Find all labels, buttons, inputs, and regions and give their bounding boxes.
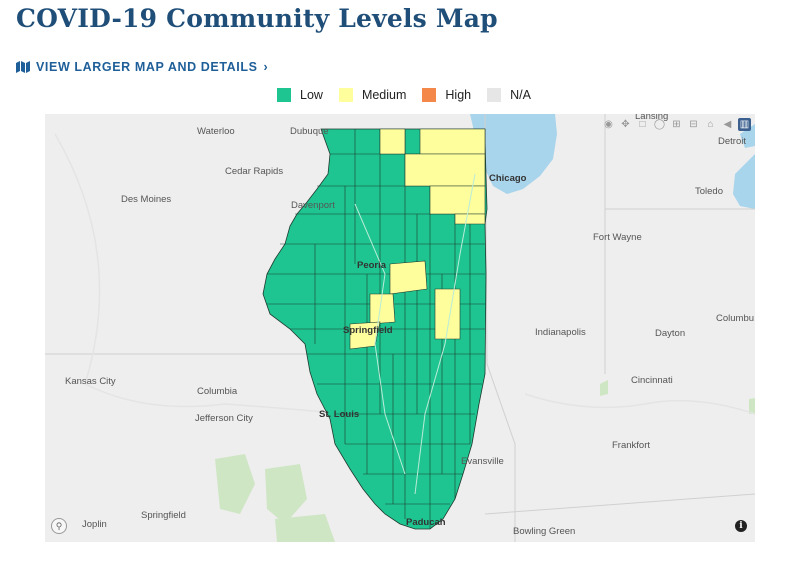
city-label-springfield-il: Springfield xyxy=(343,325,393,336)
legend-label-high: High xyxy=(445,88,472,102)
city-label-st-louis: St. Louis xyxy=(319,409,360,420)
map-icon xyxy=(16,61,30,73)
search-icon[interactable]: ⚲ xyxy=(51,518,67,534)
city-label-columbus: Columbu xyxy=(716,313,755,324)
city-label-fort-wayne: Fort Wayne xyxy=(593,232,642,243)
lake-michigan xyxy=(470,114,557,194)
view-larger-map-link[interactable]: VIEW LARGER MAP AND DETAILS › xyxy=(16,60,268,74)
city-label-toledo: Toledo xyxy=(695,186,723,197)
city-label-davenport: Davenport xyxy=(291,200,335,211)
home-icon[interactable]: ⌂ xyxy=(707,119,714,130)
legend-swatch-na xyxy=(487,88,502,102)
park-patch xyxy=(265,464,307,524)
zoom-in-icon[interactable]: ⊞ xyxy=(672,119,681,130)
lake-st-clair xyxy=(740,124,755,148)
camera-icon[interactable]: ◉ xyxy=(604,119,613,130)
city-label-peoria: Peoria xyxy=(357,260,387,271)
bar-chart-icon[interactable]: ▥ xyxy=(738,118,751,131)
city-label-lansing: Lansing xyxy=(635,114,669,122)
city-label-frankfort: Frankfort xyxy=(612,440,651,451)
back-icon[interactable]: ◀ xyxy=(723,119,732,130)
river xyxy=(524,393,755,415)
city-label-detroit: Detroit xyxy=(718,136,746,147)
legend-item-na[interactable]: N/A xyxy=(487,88,531,102)
page-title: COVID-19 Community Levels Map xyxy=(16,4,498,33)
map-toolbar: ◉ ✥ □ ◯ ⊞ ⊟ ⌂ ◀ ▥ xyxy=(602,118,751,131)
legend-label-low: Low xyxy=(300,88,323,102)
legend-label-na: N/A xyxy=(510,88,531,102)
city-label-paducah: Paducah xyxy=(406,517,446,528)
legend-item-low[interactable]: Low xyxy=(277,88,323,102)
city-label-des-moines: Des Moines xyxy=(121,194,172,205)
park-patch xyxy=(275,514,335,542)
park-patch xyxy=(600,380,608,396)
legend-item-medium[interactable]: Medium xyxy=(338,88,407,102)
city-label-jefferson-city: Jefferson City xyxy=(195,413,253,424)
city-label-kansas-city: Kansas City xyxy=(65,376,116,387)
legend-swatch-low xyxy=(277,88,291,102)
river xyxy=(54,133,346,415)
legend-label-medium: Medium xyxy=(361,88,407,102)
state-border xyxy=(484,493,755,515)
view-larger-map-label: VIEW LARGER MAP AND DETAILS xyxy=(36,60,258,74)
city-label-springfield-mo: Springfield xyxy=(141,510,186,521)
park-patch xyxy=(215,454,255,514)
zoom-out-icon[interactable]: ⊟ xyxy=(689,119,698,130)
city-label-cedar-rapids: Cedar Rapids xyxy=(225,166,284,177)
city-label-chicago: Chicago xyxy=(489,173,527,184)
city-label-dubuque: Dubuque xyxy=(290,126,329,137)
highways xyxy=(354,173,476,495)
city-label-indianapolis: Indianapolis xyxy=(535,327,586,338)
park-patch xyxy=(749,398,755,414)
box-select-icon[interactable]: □ xyxy=(639,119,646,130)
lake-erie xyxy=(733,154,755,209)
map-legend: Low Medium High N/A xyxy=(277,88,531,102)
city-label-evansville: Evansville xyxy=(461,456,504,467)
city-label-joplin: Joplin xyxy=(82,519,107,530)
chevron-right-icon: › xyxy=(263,60,269,74)
basemap xyxy=(45,114,755,542)
city-label-waterloo: Waterloo xyxy=(197,126,235,137)
city-label-columbia: Columbia xyxy=(197,386,238,397)
state-border xyxy=(484,114,516,542)
city-label-dayton: Dayton xyxy=(655,328,686,339)
map-canvas[interactable]: Waterloo Dubuque Cedar Rapids Des Moines… xyxy=(45,114,755,542)
legend-swatch-medium xyxy=(338,88,353,102)
city-label-cincinnati: Cincinnati xyxy=(631,375,673,386)
lasso-icon[interactable]: ◯ xyxy=(653,119,666,130)
legend-swatch-high xyxy=(422,88,437,102)
legend-item-high[interactable]: High xyxy=(422,88,471,102)
info-icon[interactable]: i xyxy=(735,520,747,532)
city-label-bowling-green: Bowling Green xyxy=(513,526,576,537)
pan-icon[interactable]: ✥ xyxy=(621,119,630,130)
